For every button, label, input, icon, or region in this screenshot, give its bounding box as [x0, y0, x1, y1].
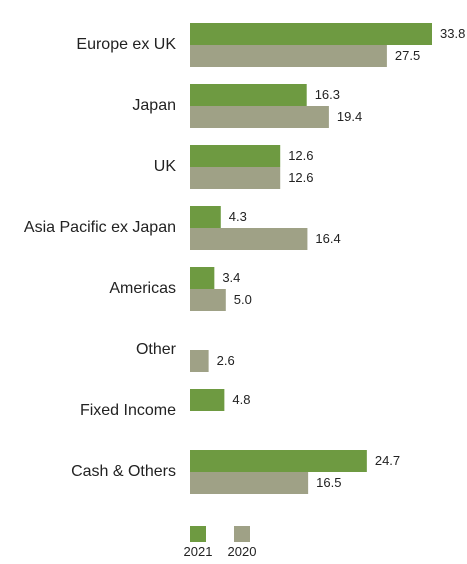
legend: 2021 2020 — [184, 526, 257, 559]
category-group-other: Other 2.6 — [136, 341, 235, 372]
category-group-cash-and-others: Cash & Others 24.7 16.5 — [71, 450, 400, 494]
category-group-japan: Japan 16.3 19.4 — [132, 84, 362, 128]
category-label: Other — [136, 341, 177, 358]
category-label: UK — [154, 158, 177, 175]
category-label: Cash & Others — [71, 463, 176, 480]
legend-label-2020: 2020 — [228, 544, 257, 559]
bar-2020-americas — [190, 289, 226, 311]
category-label: Fixed Income — [80, 402, 176, 419]
category-label: Asia Pacific ex Japan — [24, 219, 176, 236]
legend-swatch-2021 — [190, 526, 206, 542]
bar-2021-japan — [190, 84, 307, 106]
value-label-2020-asia-pacific-ex-japan: 16.4 — [315, 231, 340, 246]
category-label: Japan — [132, 97, 176, 114]
category-group-europe-ex-uk: Europe ex UK 33.8 27.5 — [76, 23, 465, 67]
value-label-2020-americas: 5.0 — [234, 292, 252, 307]
value-label-2020-uk: 12.6 — [288, 170, 313, 185]
value-label-2020-europe-ex-uk: 27.5 — [395, 48, 420, 63]
category-label: Americas — [109, 280, 176, 297]
bar-2021-asia-pacific-ex-japan — [190, 206, 221, 228]
bar-2020-europe-ex-uk — [190, 45, 387, 67]
bar-2021-cash-and-others — [190, 450, 367, 472]
bar-2020-asia-pacific-ex-japan — [190, 228, 308, 250]
bar-2021-europe-ex-uk — [190, 23, 432, 45]
value-label-2020-japan: 19.4 — [337, 109, 362, 124]
value-label-2021-cash-and-others: 24.7 — [375, 453, 400, 468]
category-group-americas: Americas 3.4 5.0 — [109, 267, 252, 311]
value-label-2021-japan: 16.3 — [315, 87, 340, 102]
category-label: Europe ex UK — [76, 36, 176, 53]
category-group-asia-pacific-ex-japan: Asia Pacific ex Japan 4.3 16.4 — [24, 206, 341, 250]
bar-2020-cash-and-others — [190, 472, 309, 494]
legend-label-2021: 2021 — [184, 544, 213, 559]
bar-2021-fixed-income — [190, 389, 225, 411]
bar-2021-americas — [190, 267, 215, 289]
bar-2020-japan — [190, 106, 329, 128]
bar-2021-uk — [190, 145, 281, 167]
value-label-2021-europe-ex-uk: 33.8 — [440, 26, 465, 41]
value-label-2021-fixed-income: 4.8 — [232, 392, 250, 407]
category-group-fixed-income: Fixed Income 4.8 — [80, 389, 250, 419]
value-label-2021-asia-pacific-ex-japan: 4.3 — [229, 209, 247, 224]
value-label-2021-uk: 12.6 — [288, 148, 313, 163]
bar-2020-other — [190, 350, 209, 372]
value-label-2021-americas: 3.4 — [222, 270, 240, 285]
category-group-uk: UK 12.6 12.6 — [154, 145, 314, 189]
value-label-2020-cash-and-others: 16.5 — [316, 475, 341, 490]
bar-2020-uk — [190, 167, 281, 189]
value-label-2020-other: 2.6 — [217, 353, 235, 368]
legend-swatch-2020 — [234, 526, 250, 542]
